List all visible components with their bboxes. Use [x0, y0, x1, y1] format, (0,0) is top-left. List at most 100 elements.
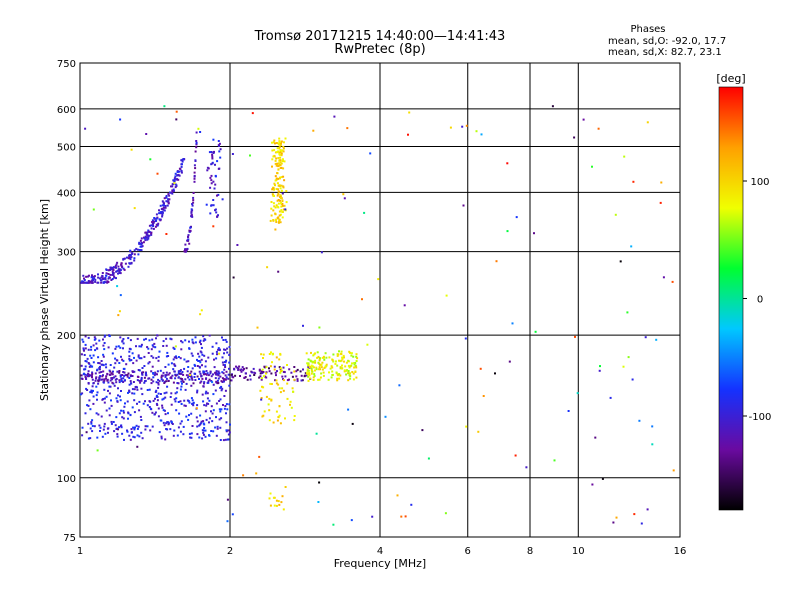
data-point — [110, 404, 113, 407]
data-point — [144, 337, 147, 340]
data-point — [132, 362, 135, 365]
data-point — [278, 218, 281, 221]
data-point — [166, 351, 169, 354]
data-point — [115, 263, 118, 266]
data-point — [129, 253, 131, 256]
data-point — [144, 379, 147, 382]
data-point — [198, 341, 201, 344]
chart-subtitle: RwPretec (8p) — [334, 42, 425, 57]
data-point — [170, 185, 172, 188]
data-point — [184, 378, 187, 381]
data-point — [281, 158, 284, 161]
data-point — [173, 363, 176, 366]
data-point — [180, 380, 183, 383]
data-point — [161, 213, 164, 216]
data-point — [131, 431, 133, 434]
data-point — [214, 377, 217, 380]
data-point — [316, 356, 319, 359]
data-point — [353, 362, 356, 364]
data-point — [210, 174, 213, 177]
data-point — [344, 365, 347, 368]
data-point — [117, 387, 119, 390]
data-point — [140, 357, 143, 360]
data-point — [102, 374, 104, 377]
data-point — [154, 371, 157, 374]
data-point — [222, 363, 225, 366]
data-point — [222, 404, 224, 406]
data-point — [315, 366, 318, 369]
data-point — [285, 201, 288, 204]
data-point — [162, 421, 165, 424]
data-point — [188, 432, 191, 435]
data-point — [327, 378, 330, 381]
data-point — [343, 360, 345, 363]
data-point — [153, 413, 156, 416]
data-point — [97, 281, 100, 284]
data-point — [133, 399, 136, 402]
data-point — [213, 358, 215, 361]
data-point — [157, 383, 160, 386]
data-point — [352, 378, 355, 381]
data-point — [122, 267, 125, 270]
data-point — [398, 384, 401, 387]
data-point — [302, 324, 304, 327]
data-point — [147, 352, 150, 354]
data-point — [118, 371, 121, 374]
data-point — [275, 219, 277, 221]
data-point — [280, 205, 283, 208]
data-point — [278, 159, 281, 162]
data-point — [191, 425, 194, 427]
data-point — [174, 345, 177, 348]
data-point — [280, 142, 282, 145]
data-point — [180, 403, 183, 405]
data-point — [161, 207, 164, 210]
data-point — [190, 352, 193, 355]
data-point — [363, 211, 366, 214]
data-point — [317, 368, 320, 371]
data-point — [165, 374, 168, 377]
data-point — [318, 326, 321, 329]
data-point — [154, 391, 157, 393]
data-point — [114, 357, 117, 360]
data-point — [91, 376, 93, 379]
data-point — [322, 355, 325, 358]
data-point — [115, 277, 117, 280]
data-point — [175, 391, 178, 394]
data-point — [103, 422, 106, 425]
data-point — [139, 381, 142, 384]
phase-mean-x: mean, sd,X: 82.7, 23.1 — [608, 47, 722, 58]
data-point — [110, 279, 113, 281]
data-point — [204, 435, 207, 438]
data-point — [164, 206, 167, 209]
data-point — [660, 181, 663, 184]
data-point — [174, 175, 177, 178]
data-point — [116, 370, 119, 373]
data-point — [216, 215, 219, 218]
data-point — [170, 403, 173, 406]
data-point — [166, 421, 169, 424]
data-point — [377, 278, 380, 281]
data-point — [256, 326, 259, 329]
data-point — [184, 249, 187, 252]
data-point — [107, 269, 110, 272]
data-point — [118, 310, 121, 313]
data-point — [162, 206, 165, 209]
data-point — [275, 188, 278, 190]
data-point — [310, 372, 313, 375]
data-point — [284, 417, 286, 420]
data-point — [182, 425, 185, 428]
data-point — [277, 162, 280, 165]
data-point — [274, 179, 277, 182]
data-point — [290, 406, 293, 409]
data-point — [217, 348, 220, 351]
data-point — [201, 364, 203, 367]
data-point — [210, 182, 213, 185]
data-point — [276, 370, 278, 373]
data-point — [104, 432, 107, 435]
data-point — [269, 219, 272, 222]
data-point — [91, 365, 94, 368]
data-point — [98, 339, 101, 342]
data-point — [626, 311, 629, 314]
data-point — [160, 435, 163, 438]
data-point — [202, 431, 205, 434]
